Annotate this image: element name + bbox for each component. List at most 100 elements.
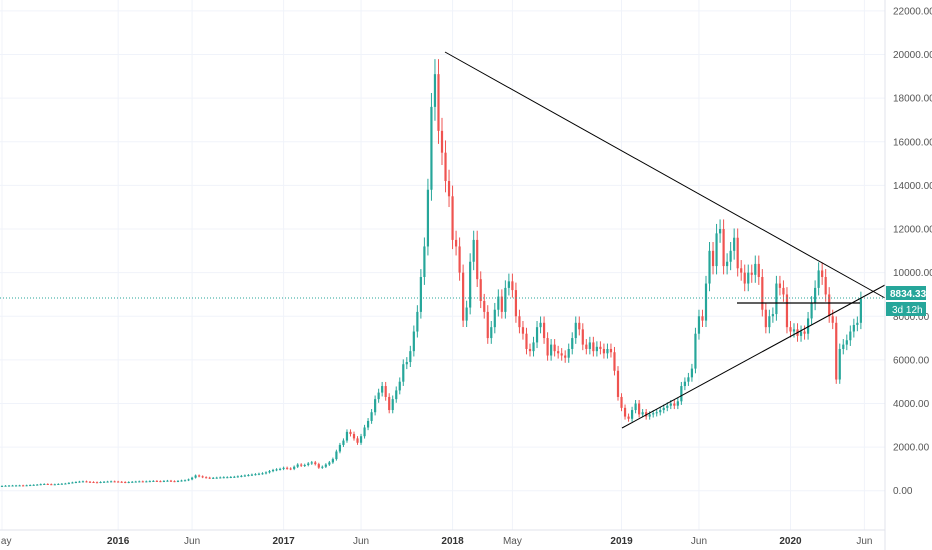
- candle-body: [39, 484, 42, 486]
- candle-body: [201, 476, 204, 478]
- x-tick-label: Jun: [691, 536, 707, 547]
- candle-body: [669, 403, 672, 406]
- candle-body: [687, 377, 690, 382]
- candle-body: [176, 480, 180, 482]
- candle-body: [458, 246, 461, 273]
- candle-body: [278, 468, 282, 470]
- candle-body: [726, 261, 729, 267]
- candle-body: [592, 342, 595, 352]
- price-axis: 0.00 2000.00 4000.00 6000.00 8000.00 10000.00…: [884, 0, 932, 550]
- ascending-trendline: [621, 284, 886, 429]
- candle-body: [145, 481, 148, 483]
- time-axis: May 2016 Jun 2017 Jun 2018 May 2019 Jun 2020 Jun: [0, 529, 885, 547]
- candle-body: [613, 352, 616, 371]
- candle-body: [708, 250, 711, 284]
- price-label: 8834.33: [890, 289, 927, 300]
- candle-body: [588, 342, 591, 349]
- candle-body: [676, 401, 679, 406]
- candle-body: [366, 420, 370, 428]
- candle-body: [264, 472, 268, 474]
- candle-body: [771, 314, 774, 317]
- candle-body: [511, 281, 514, 291]
- candle-body: [835, 322, 838, 380]
- candle-body: [296, 464, 299, 467]
- candle-body: [757, 263, 760, 277]
- candle-body: [106, 481, 109, 483]
- candle-body: [374, 399, 377, 413]
- candle-body: [416, 311, 419, 332]
- x-tick-label: 2017: [272, 536, 295, 547]
- candle-body: [824, 276, 827, 295]
- y-tick-label: 12000.00: [893, 225, 932, 236]
- candle-body: [81, 481, 85, 483]
- candle-body: [88, 481, 92, 483]
- candle-body: [845, 340, 848, 345]
- candle-body: [849, 331, 852, 341]
- candle-body: [349, 431, 352, 435]
- candle-body: [504, 287, 507, 312]
- candle-body: [0, 485, 4, 487]
- candle-body: [64, 483, 67, 485]
- candle-body: [497, 296, 500, 310]
- candle-body: [578, 322, 581, 330]
- candle-body: [198, 475, 201, 477]
- candle-body: [78, 481, 81, 483]
- x-tick-label: Jun: [856, 536, 872, 547]
- candle-body: [57, 483, 60, 485]
- candle-body: [120, 481, 123, 483]
- candle-body: [226, 477, 229, 479]
- candle-body: [768, 316, 771, 328]
- y-tick-label: 22000.00: [893, 6, 932, 17]
- candle-body: [564, 355, 567, 358]
- candle-body: [307, 463, 310, 466]
- candle-body: [620, 396, 623, 408]
- candle-body: [814, 287, 817, 304]
- candle-body: [423, 246, 426, 277]
- candle-body: [352, 434, 356, 439]
- candle-body: [599, 346, 602, 349]
- candle-body: [7, 485, 11, 487]
- candle-body: [550, 344, 553, 356]
- candle-body: [704, 283, 708, 321]
- candles: [0, 59, 862, 487]
- candle-body: [359, 436, 363, 443]
- candle-body: [395, 390, 398, 400]
- candle-body: [500, 296, 503, 312]
- candle-body: [419, 276, 422, 312]
- candle-body: [585, 344, 588, 349]
- x-tick-label: 2019: [610, 536, 633, 547]
- candle-body: [162, 480, 166, 482]
- y-tick-label: 8000.00: [893, 312, 930, 323]
- candle-body: [102, 481, 106, 483]
- candle-body: [785, 294, 789, 328]
- candle-body: [117, 481, 120, 483]
- candle-body: [683, 381, 686, 387]
- candle-body: [472, 239, 475, 262]
- candle-body: [447, 181, 451, 197]
- candle-body: [18, 485, 21, 487]
- x-tick-label: May: [0, 536, 11, 547]
- candle-body: [405, 362, 408, 365]
- candle-body: [74, 482, 78, 484]
- candle-body: [743, 272, 746, 284]
- candle-body: [630, 410, 634, 419]
- candle-body: [402, 364, 405, 382]
- candle-body: [803, 331, 806, 334]
- candle-body: [557, 351, 560, 354]
- candle-body: [740, 268, 743, 273]
- candle-body: [514, 290, 518, 317]
- candle-body: [138, 481, 141, 483]
- candle-body: [377, 392, 380, 400]
- candle-body: [673, 403, 676, 406]
- candle-body: [159, 481, 162, 483]
- candle-body: [852, 324, 855, 332]
- candle-body: [208, 477, 211, 479]
- candle-body: [595, 346, 598, 352]
- candle-body: [859, 298, 862, 323]
- candle-body: [233, 476, 236, 478]
- candle-body: [662, 407, 665, 411]
- y-tick-label: 10000.00: [893, 268, 932, 279]
- candle-body: [190, 477, 194, 480]
- candle-body: [286, 467, 289, 469]
- candle-body: [194, 475, 197, 478]
